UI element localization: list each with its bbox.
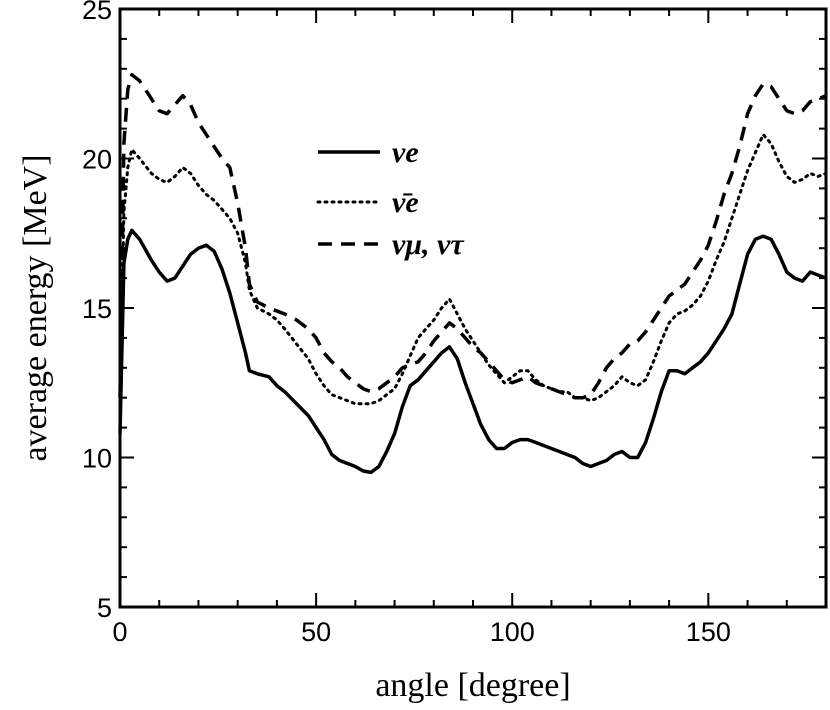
x-axis-title: angle [degree] <box>375 667 570 704</box>
series-line-2 <box>118 73 827 400</box>
x-tick-label: 50 <box>301 617 331 647</box>
y-tick-label: 20 <box>82 145 112 175</box>
series-line-1 <box>118 133 828 415</box>
ticks-layer: 0 50 100 150 5 10 15 20 25 <box>82 0 827 647</box>
legend-label-1: ν̄e <box>392 186 419 219</box>
legend-label-2: νμ, ντ <box>392 228 465 261</box>
y-tick-label: 25 <box>82 0 112 25</box>
x-tick-label: 0 <box>112 617 127 647</box>
legend-label-0: νe <box>392 136 419 169</box>
y-axis-title: average energy [MeV] <box>17 154 54 461</box>
series-layer <box>118 73 828 475</box>
series-line-0 <box>118 228 827 475</box>
y-tick-label: 15 <box>82 294 112 324</box>
legend: νe ν̄e νμ, ντ <box>316 136 465 261</box>
y-tick-label: 10 <box>82 444 112 474</box>
x-tick-label: 100 <box>490 617 535 647</box>
x-tick-label: 150 <box>686 617 731 647</box>
y-tick-label: 5 <box>97 593 112 623</box>
